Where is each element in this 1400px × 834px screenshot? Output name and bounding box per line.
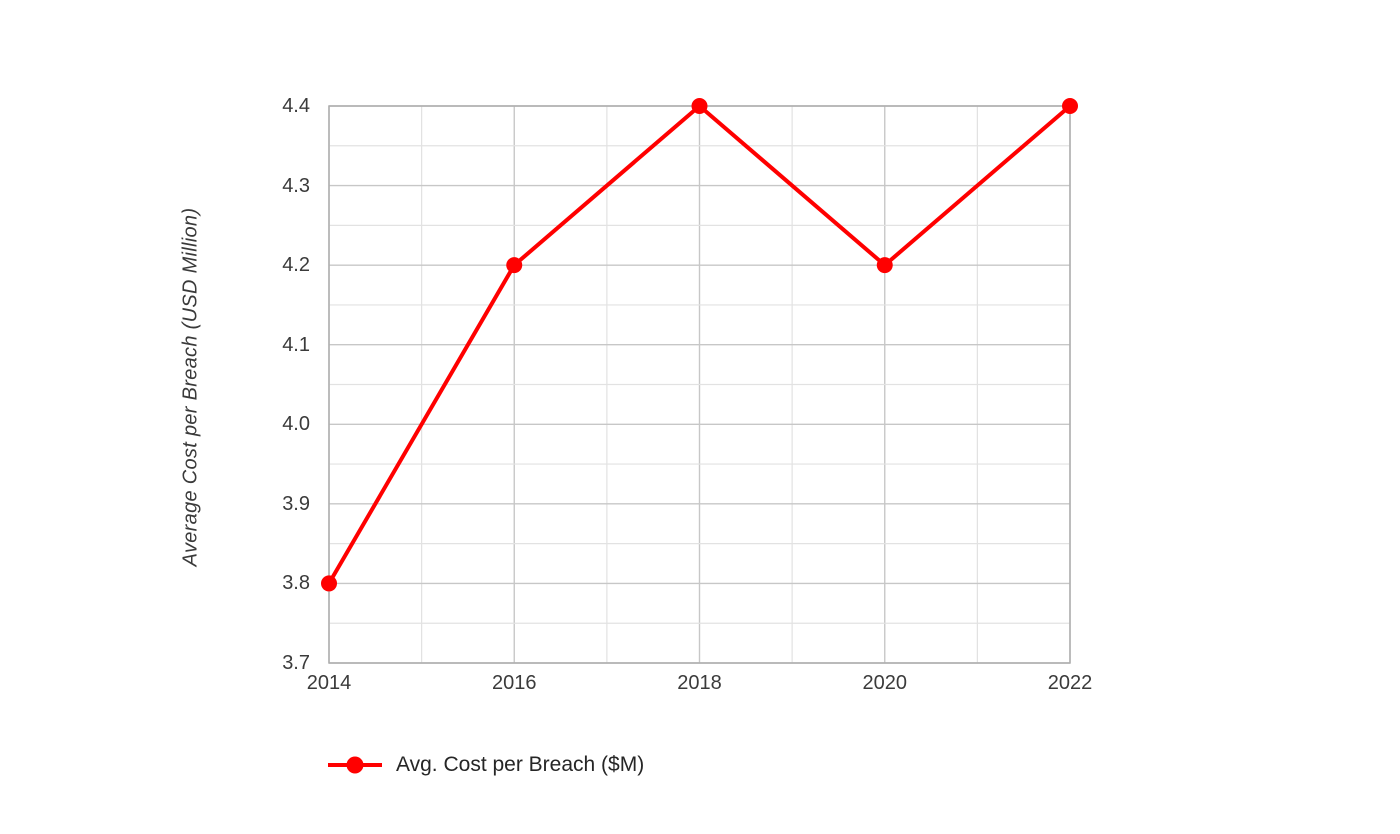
data-point-marker (1062, 98, 1078, 114)
x-tick-label: 2018 (677, 672, 722, 694)
x-tick-label: 2020 (862, 672, 908, 694)
data-point-marker (691, 98, 708, 114)
x-tick-label: 2016 (492, 672, 537, 694)
y-tick-label: 4.1 (282, 333, 310, 356)
legend-label: Avg. Cost per Breach ($M) (396, 753, 645, 776)
x-tick-label: 2014 (306, 672, 352, 694)
y-axis-title: Average Cost per Breach (USD Million) (179, 207, 202, 567)
y-tick-label: 3.7 (282, 652, 310, 674)
x-tick-label: 2022 (1047, 672, 1093, 694)
legend-line-marker-icon (328, 756, 382, 774)
y-tick-label: 4.3 (282, 174, 310, 197)
data-point-marker (876, 257, 893, 274)
legend: Avg. Cost per Breach ($M) (327, 753, 644, 777)
y-tick-label: 3.9 (282, 492, 310, 515)
y-tick-label: 3.8 (282, 572, 310, 595)
data-point-marker (506, 257, 523, 274)
data-point-marker (321, 575, 337, 592)
y-tick-label: 4.2 (282, 254, 310, 277)
y-tick-label: 4.4 (282, 95, 310, 117)
y-tick-label: 4.0 (282, 413, 310, 436)
